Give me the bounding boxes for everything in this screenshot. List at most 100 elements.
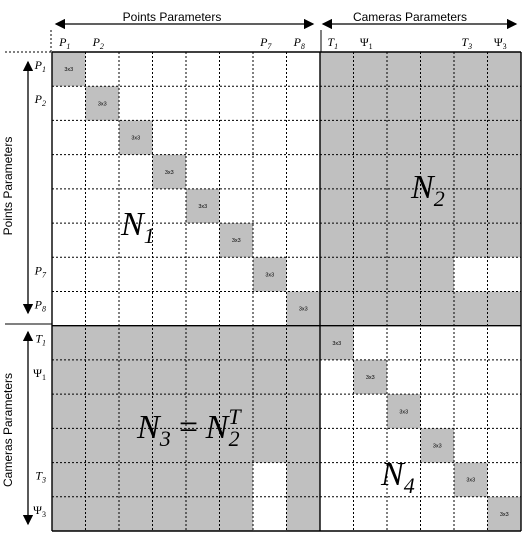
matrix-cell-r11-c2 — [119, 428, 153, 463]
matrix-cell-r1-c8 — [320, 86, 354, 121]
matrix-cell-r6-c1 — [85, 257, 120, 292]
matrix-cell-r10-c6 — [253, 394, 287, 429]
matrix-cell-r4-c0 — [52, 188, 86, 224]
diag-block-label-10: 3x3 — [399, 409, 408, 415]
row-label-7: P8 — [34, 298, 46, 314]
matrix-cell-r4-c10 — [387, 188, 421, 224]
matrix-cell-r6-c10 — [387, 257, 421, 292]
matrix-cell-r13-c6 — [253, 496, 287, 532]
matrix-cell-r7-c7 — [286, 291, 321, 327]
diag-block-label-7: 3x3 — [299, 307, 308, 313]
matrix-cell-r4-c3 — [152, 188, 187, 224]
matrix-cell-r6-c0 — [52, 257, 86, 292]
points-parameters-side-header: Points Parameters — [1, 137, 15, 236]
matrix-cell-r1-c13 — [487, 86, 522, 121]
matrix-cell-r7-c13 — [487, 291, 522, 327]
matrix-cell-r2-c4 — [186, 120, 220, 155]
matrix-cell-r4-c8 — [320, 188, 354, 224]
matrix-cells — [52, 52, 522, 532]
matrix-cell-r6-c4 — [186, 257, 220, 292]
diag-block-label-4: 3x3 — [198, 204, 207, 210]
matrix-cell-r2-c11 — [420, 120, 455, 155]
matrix-cell-r3-c13 — [487, 154, 522, 190]
matrix-cell-r11-c8 — [320, 428, 354, 463]
diag-block-label-8: 3x3 — [332, 341, 341, 347]
matrix-cell-r13-c13 — [487, 496, 522, 532]
matrix-cell-r0-c1 — [85, 52, 120, 87]
matrix-cell-r7-c0 — [52, 291, 86, 327]
col-label-13: Ψ3 — [494, 35, 507, 51]
matrix-cell-r9-c11 — [420, 359, 455, 395]
matrix-cell-r1-c1 — [85, 86, 120, 121]
col-label-1: P2 — [92, 35, 104, 51]
matrix-cell-r12-c5 — [219, 462, 254, 498]
matrix-cell-r0-c5 — [219, 52, 254, 87]
matrix-cell-r4-c4 — [186, 188, 220, 224]
matrix-cell-r8-c3 — [152, 325, 187, 361]
matrix-cell-r3-c11 — [420, 154, 455, 190]
matrix-cell-r9-c0 — [52, 359, 86, 395]
points-parameters-header: Points Parameters — [123, 10, 222, 24]
matrix-cell-r2-c2 — [119, 120, 153, 155]
matrix-cell-r9-c13 — [487, 359, 522, 395]
matrix-cell-r5-c4 — [186, 223, 220, 258]
diagonal-block-labels: 3x3 3x3 3x3 3x3 3x3 3x3 3x3 3x3 3x3 3x3 3x3 3x3 3x3 3… — [64, 67, 508, 518]
matrix-cell-r7-c4 — [186, 291, 220, 327]
matrix-cell-r11-c11 — [420, 428, 455, 463]
matrix-cell-r13-c9 — [353, 496, 388, 532]
matrix-cell-r12-c1 — [85, 462, 120, 498]
matrix-cell-r0-c4 — [186, 52, 220, 87]
matrix-cell-r12-c3 — [152, 462, 187, 498]
matrix-cell-r11-c7 — [286, 428, 321, 463]
matrix-cell-r9-c3 — [152, 359, 187, 395]
matrix-cell-r1-c9 — [353, 86, 388, 121]
matrix-cell-r10-c1 — [85, 394, 120, 429]
matrix-cell-r7-c9 — [353, 291, 388, 327]
matrix-cell-r11-c4 — [186, 428, 220, 463]
diag-block-label-3: 3x3 — [165, 170, 174, 176]
matrix-cell-r5-c7 — [286, 223, 321, 258]
matrix-cell-r5-c0 — [52, 223, 86, 258]
matrix-cell-r4-c7 — [286, 188, 321, 224]
matrix-cell-r4-c5 — [219, 188, 254, 224]
row-label-6: P7 — [34, 263, 47, 279]
matrix-cell-r10-c9 — [353, 394, 388, 429]
matrix-cell-r13-c7 — [286, 496, 321, 532]
matrix-cell-r8-c10 — [387, 325, 421, 361]
matrix-cell-r10-c11 — [420, 394, 455, 429]
matrix-cell-r6-c7 — [286, 257, 321, 292]
matrix-cell-r13-c3 — [152, 496, 187, 532]
matrix-cell-r3-c8 — [320, 154, 354, 190]
matrix-cell-r2-c10 — [387, 120, 421, 155]
matrix-cell-r10-c7 — [286, 394, 321, 429]
col-label-12: T3 — [461, 35, 472, 51]
block-n4-label: N4 — [380, 456, 415, 498]
matrix-cell-r6-c3 — [152, 257, 187, 292]
diag-block-label-12: 3x3 — [466, 478, 475, 484]
matrix-cell-r5-c13 — [487, 223, 522, 258]
matrix-cell-r13-c4 — [186, 496, 220, 532]
matrix-cell-r3-c1 — [85, 154, 120, 190]
diag-block-label-9: 3x3 — [366, 375, 375, 381]
matrix-cell-r7-c8 — [320, 291, 354, 327]
diag-block-label-0: 3x3 — [64, 67, 73, 73]
matrix-cell-r6-c13 — [487, 257, 522, 292]
matrix-cell-r8-c2 — [119, 325, 153, 361]
matrix-cell-r2-c9 — [353, 120, 388, 155]
col-label-8: T1 — [327, 35, 338, 51]
matrix-cell-r10-c4 — [186, 394, 220, 429]
matrix-cell-r2-c3 — [152, 120, 187, 155]
col-label-6: P7 — [259, 35, 272, 51]
matrix-cell-r8-c4 — [186, 325, 220, 361]
matrix-cell-r13-c1 — [85, 496, 120, 532]
matrix-cell-r2-c6 — [253, 120, 287, 155]
matrix-cell-r10-c5 — [219, 394, 254, 429]
block-n1-label: N1 — [120, 206, 155, 248]
matrix-cell-r5-c10 — [387, 223, 421, 258]
matrix-cell-r2-c12 — [454, 120, 488, 155]
matrix-cell-r5-c1 — [85, 223, 120, 258]
matrix-cell-r12-c13 — [487, 462, 522, 498]
matrix-cell-r13-c12 — [454, 496, 488, 532]
matrix-cell-r9-c2 — [119, 359, 153, 395]
